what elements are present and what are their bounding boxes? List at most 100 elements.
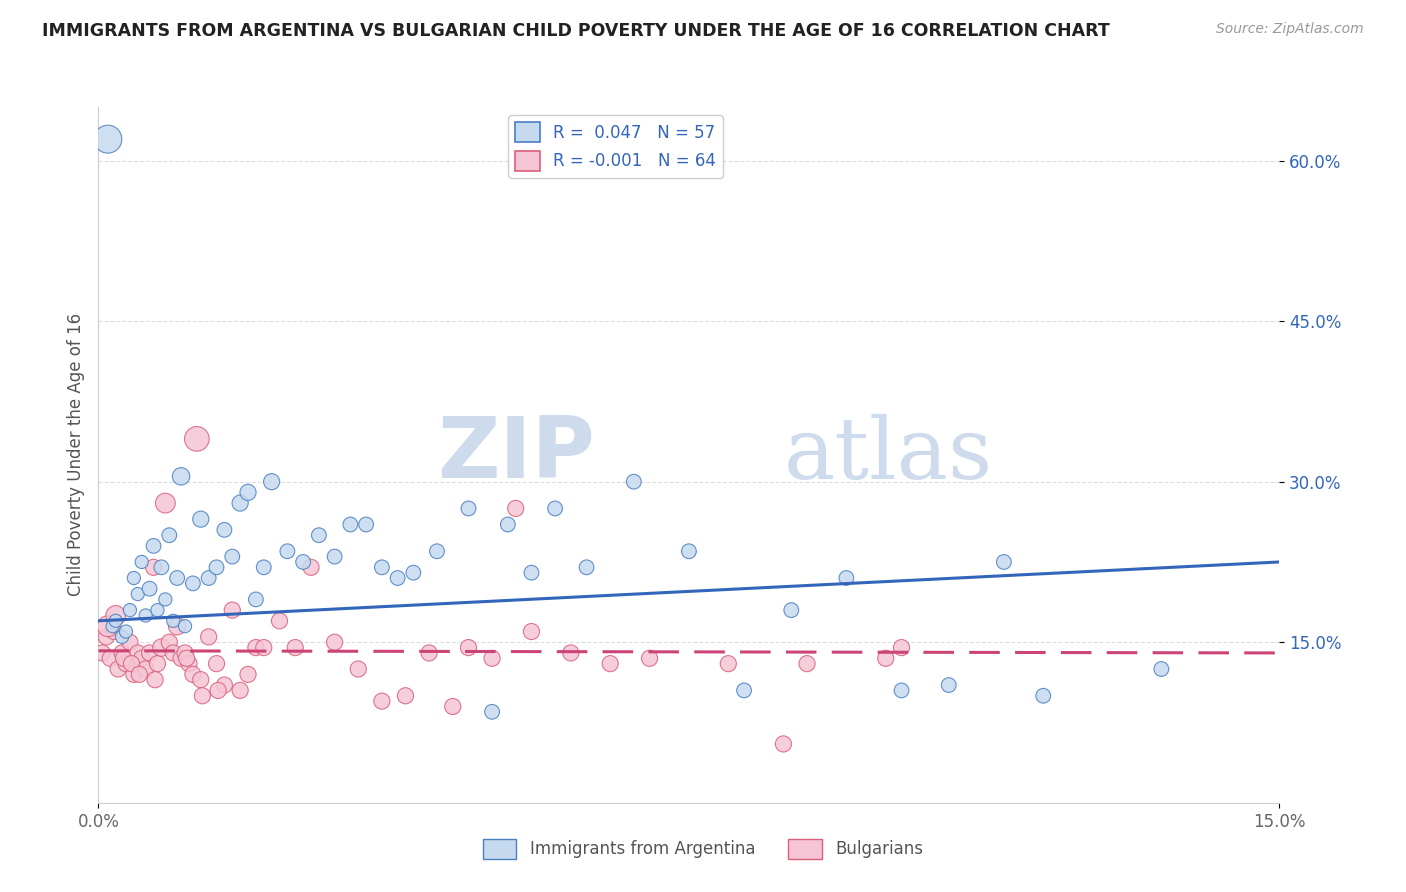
Point [505, 501, 527, 516]
Point [457, 501, 479, 516]
Point [146, 603, 169, 617]
Point [993, 555, 1015, 569]
Point [253, 640, 276, 655]
Point [835, 571, 858, 585]
Point [190, 512, 212, 526]
Point [118, 603, 141, 617]
Point [91, 646, 114, 660]
Point [221, 603, 243, 617]
Point [146, 657, 169, 671]
Point [131, 555, 153, 569]
Point [186, 432, 208, 446]
Point [253, 560, 276, 574]
Point [236, 667, 259, 681]
Point [245, 640, 267, 655]
Point [733, 683, 755, 698]
Point [143, 673, 166, 687]
Point [1032, 689, 1054, 703]
Point [560, 646, 582, 660]
Point [197, 571, 219, 585]
Point [207, 683, 229, 698]
Text: ZIP: ZIP [437, 413, 595, 497]
Point [174, 619, 197, 633]
Point [214, 523, 236, 537]
Point [121, 657, 143, 671]
Point [115, 624, 138, 639]
Point [177, 657, 200, 671]
Point [623, 475, 645, 489]
Point [142, 539, 165, 553]
Point [170, 469, 193, 483]
Point [481, 651, 503, 665]
Point [245, 592, 267, 607]
Point [162, 614, 184, 628]
Point [575, 560, 598, 574]
Point [127, 587, 149, 601]
Point [111, 646, 134, 660]
Point [418, 646, 440, 660]
Point [599, 657, 621, 671]
Point [162, 646, 184, 660]
Legend: Immigrants from Argentina, Bulgarians: Immigrants from Argentina, Bulgarians [477, 832, 929, 866]
Point [112, 651, 135, 665]
Point [166, 619, 188, 633]
Point [181, 667, 204, 681]
Point [107, 662, 129, 676]
Point [520, 566, 543, 580]
Point [128, 667, 150, 681]
Point [229, 683, 252, 698]
Point [170, 651, 193, 665]
Text: IMMIGRANTS FROM ARGENTINA VS BULGARIAN CHILD POVERTY UNDER THE AGE OF 16 CORRELA: IMMIGRANTS FROM ARGENTINA VS BULGARIAN C… [42, 22, 1109, 40]
Point [135, 608, 157, 623]
Point [138, 582, 160, 596]
Point [111, 630, 134, 644]
Point [938, 678, 960, 692]
Point [481, 705, 503, 719]
Point [205, 560, 228, 574]
Point [150, 640, 173, 655]
Point [717, 657, 740, 671]
Point [299, 560, 322, 574]
Point [103, 624, 125, 639]
Point [875, 651, 897, 665]
Legend: R =  0.047   N = 57, R = -0.001   N = 64: R = 0.047 N = 57, R = -0.001 N = 64 [509, 115, 723, 178]
Point [308, 528, 330, 542]
Point [221, 549, 243, 564]
Point [214, 678, 236, 692]
Point [115, 657, 138, 671]
Point [127, 646, 149, 660]
Point [97, 132, 120, 146]
Point [772, 737, 794, 751]
Point [118, 635, 141, 649]
Point [122, 571, 145, 585]
Point [97, 619, 120, 633]
Point [205, 657, 228, 671]
Point [544, 501, 567, 516]
Point [323, 635, 346, 649]
Point [181, 576, 204, 591]
Point [339, 517, 361, 532]
Point [284, 640, 307, 655]
Text: atlas: atlas [783, 413, 993, 497]
Point [131, 651, 153, 665]
Point [678, 544, 700, 558]
Point [157, 635, 180, 649]
Text: Source: ZipAtlas.com: Source: ZipAtlas.com [1216, 22, 1364, 37]
Point [890, 683, 912, 698]
Point [155, 496, 177, 510]
Point [371, 560, 394, 574]
Point [890, 640, 912, 655]
Point [122, 667, 145, 681]
Point [104, 608, 127, 623]
Point [347, 662, 370, 676]
Point [236, 485, 259, 500]
Point [269, 614, 291, 628]
Point [426, 544, 449, 558]
Point [441, 699, 464, 714]
Point [142, 560, 165, 574]
Point [135, 662, 157, 676]
Point [197, 630, 219, 644]
Point [1150, 662, 1173, 676]
Point [104, 614, 127, 628]
Point [387, 571, 409, 585]
